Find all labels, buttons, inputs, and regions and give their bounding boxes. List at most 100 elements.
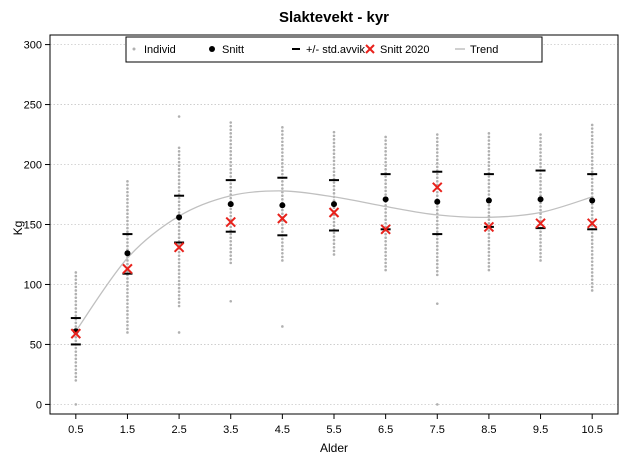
individ-point: [384, 150, 387, 153]
individ-point: [126, 198, 129, 201]
individ-point: [74, 403, 78, 406]
individ-point: [281, 208, 284, 212]
individ-point: [590, 213, 594, 217]
individ-point: [126, 183, 129, 187]
snitt-2020-marks: [70, 182, 598, 339]
snitt-2020-stroke: [70, 328, 82, 339]
individ-point: [487, 146, 491, 150]
individ-point: [384, 160, 387, 164]
individ-point: [487, 261, 491, 265]
individ-point: [177, 232, 181, 236]
individ-point: [539, 154, 542, 158]
individ-point: [229, 207, 233, 211]
individ-point: [229, 171, 233, 175]
individ-point: [177, 283, 181, 286]
individ-point: [177, 189, 181, 193]
snitt-point: [176, 214, 183, 221]
individ-point: [126, 298, 129, 302]
individ-point: [332, 163, 336, 166]
individ-point: [487, 257, 491, 261]
individ-point: [384, 211, 387, 214]
individ-point: [539, 194, 542, 198]
individ-point: [126, 190, 129, 194]
individ-point: [435, 194, 439, 198]
individ-point: [332, 152, 336, 156]
individ-point: [332, 156, 336, 159]
individ-point: [539, 259, 542, 262]
individ-point: [332, 141, 336, 145]
individ-point: [126, 223, 129, 226]
individ-point: [487, 218, 491, 222]
individ-point: [332, 217, 336, 220]
individ-point: [74, 314, 78, 317]
individ-point: [281, 241, 284, 244]
individ-point: [74, 271, 78, 274]
individ-point: [332, 238, 336, 242]
individ-point: [487, 178, 491, 182]
individ-point: [177, 157, 181, 160]
individ-point: [74, 346, 78, 350]
snitt-2020-mark: [277, 213, 288, 224]
legend-marker: [365, 44, 375, 54]
individ-point: [74, 361, 78, 364]
snitt-2020-stroke: [328, 207, 340, 218]
individ-point: [177, 196, 181, 200]
individ-point: [74, 357, 78, 361]
individ-point: [229, 236, 233, 239]
individ-point: [229, 153, 233, 157]
individ-point: [435, 216, 439, 219]
individ-point: [590, 238, 594, 242]
individ-point: [126, 277, 129, 280]
individ-point: [177, 229, 181, 232]
individ-point: [435, 251, 439, 255]
individ-point: [539, 147, 542, 151]
individ-point: [74, 353, 78, 357]
individ-point: [384, 268, 387, 272]
legend-item: Snitt 2020: [365, 44, 430, 56]
individ-point: [177, 236, 181, 239]
snitt-2020-stroke: [380, 224, 391, 235]
snitt-2020-mark: [380, 224, 391, 235]
individ-point: [590, 260, 594, 263]
individ-point: [384, 265, 387, 268]
x-tick-label: 8.5: [481, 424, 496, 436]
individ-point: [487, 189, 491, 193]
individ-point: [126, 180, 129, 183]
individ-point: [539, 251, 542, 255]
snitt-2020-stroke: [586, 218, 598, 229]
individ-point: [384, 139, 387, 142]
individ-point: [177, 293, 181, 297]
individ-point: [177, 146, 181, 150]
x-tick-label: 9.5: [533, 424, 548, 436]
individ-point: [177, 254, 181, 257]
individ-point: [384, 135, 387, 139]
individ-point: [177, 186, 181, 189]
individ-point: [332, 174, 336, 177]
individ-point: [487, 207, 491, 211]
individ-point: [590, 249, 594, 253]
individ-point: [487, 204, 491, 207]
individ-point: [281, 248, 284, 251]
individ-point: [177, 207, 181, 211]
individ-point: [487, 142, 491, 146]
y-tick-label: 50: [30, 339, 42, 351]
individ-point: [487, 153, 491, 157]
x-axis-label: Alder: [320, 441, 348, 455]
individ-point: [177, 115, 181, 118]
individ-point: [435, 262, 439, 266]
individ-point: [590, 289, 594, 292]
individ-point: [487, 157, 491, 160]
individ-point: [590, 267, 594, 271]
individ-point: [590, 274, 594, 278]
individ-point: [590, 156, 594, 159]
snitt-point: [382, 196, 389, 203]
legend-item: Individ: [132, 44, 176, 56]
individ-point: [332, 188, 336, 192]
individ-point: [126, 323, 129, 327]
individ-point: [126, 284, 129, 287]
snitt-point: [434, 198, 441, 205]
individ-point: [590, 188, 594, 192]
individ-point: [229, 160, 233, 164]
individ-point: [281, 259, 284, 262]
individ-point: [539, 136, 542, 140]
